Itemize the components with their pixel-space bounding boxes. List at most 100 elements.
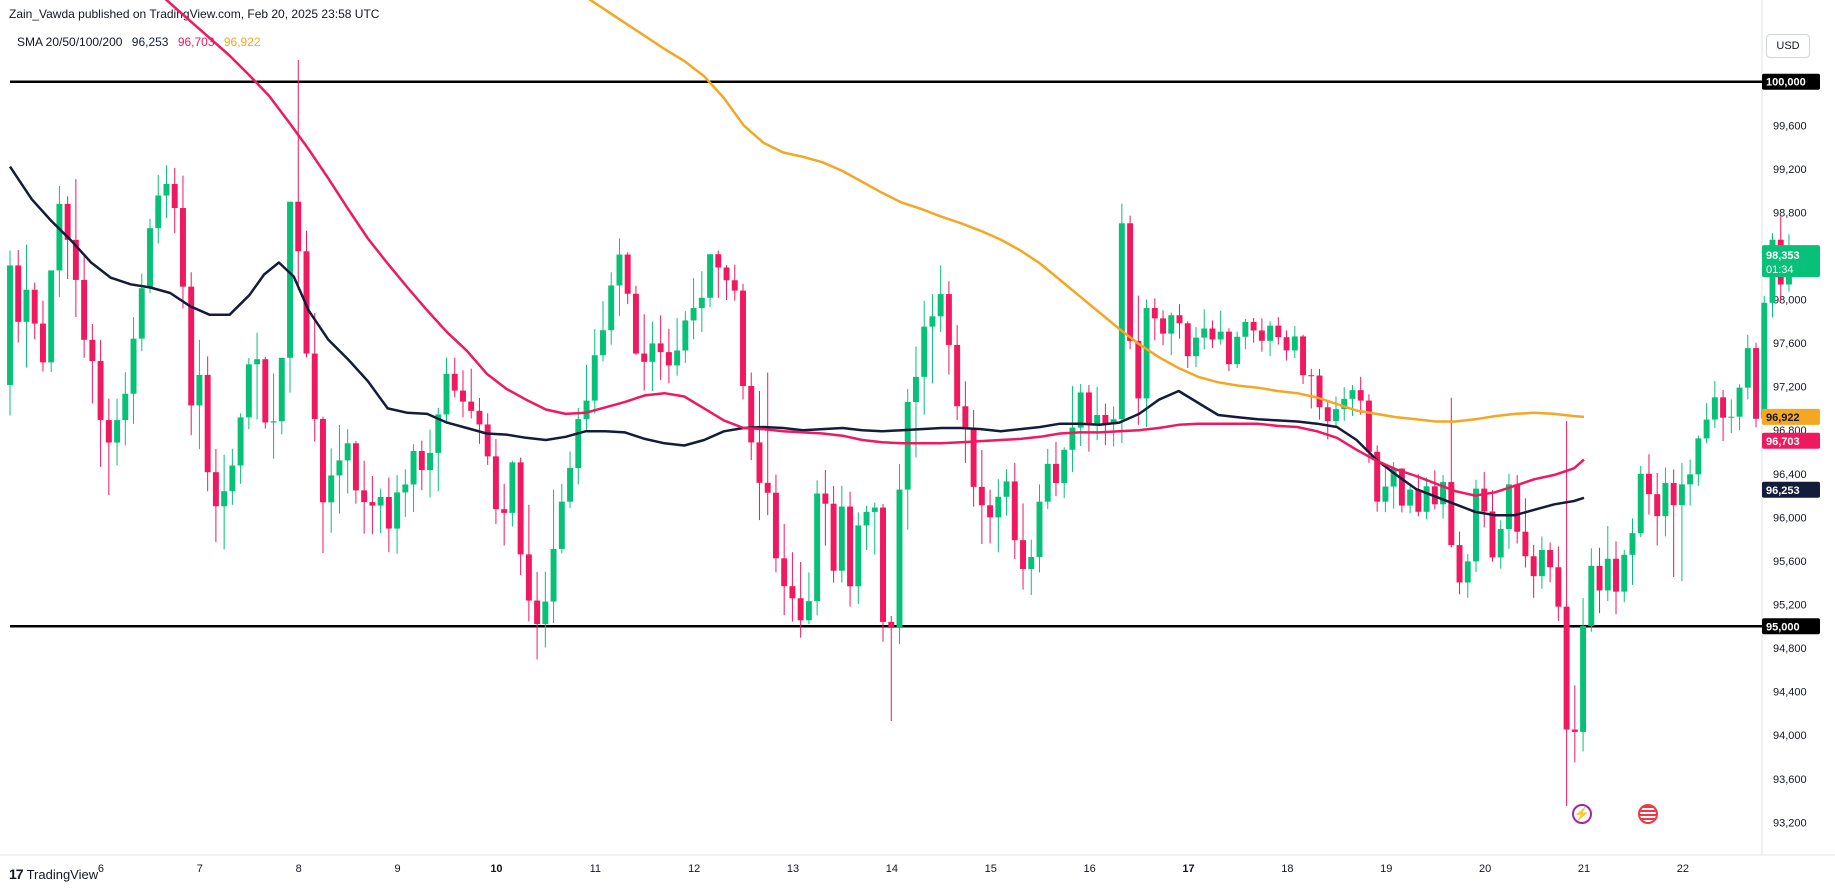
candle (15, 249, 22, 343)
candle (476, 397, 483, 444)
candle (1481, 471, 1488, 528)
candle (402, 469, 409, 517)
y-tick-label: 99,600 (1773, 120, 1807, 132)
candle (1522, 498, 1529, 568)
candle (1687, 459, 1694, 506)
candle (1703, 402, 1710, 444)
candle-body (1654, 494, 1661, 517)
candle (460, 370, 466, 418)
candle-body (1481, 488, 1488, 512)
candle-body (1390, 468, 1397, 487)
candle-body (698, 297, 705, 309)
candle (130, 317, 137, 424)
candle-body (1275, 325, 1282, 338)
candle-body (731, 280, 738, 291)
candle (921, 300, 928, 415)
candle (7, 250, 13, 416)
candle (484, 413, 491, 465)
sma-legend[interactable]: SMA 20/50/100/200 96,253 96,703 96,922 (17, 35, 267, 49)
candle (1193, 327, 1199, 368)
sma100-badge-bg (1762, 432, 1820, 449)
candle (196, 339, 203, 450)
sma-20-line (8, 165, 1585, 517)
x-tick-label: 13 (787, 863, 799, 875)
candle (764, 372, 771, 516)
candle (608, 272, 615, 345)
candle (1563, 420, 1570, 806)
candle (377, 488, 384, 534)
candle-body (1423, 486, 1430, 512)
candle-body (1102, 414, 1109, 425)
candle (904, 389, 911, 530)
candle (435, 407, 442, 492)
candle-body (204, 374, 211, 473)
candle-body (591, 355, 598, 401)
candle (344, 429, 351, 494)
candle-body (303, 251, 310, 354)
us-flag-icon[interactable] (1638, 804, 1658, 824)
candle-body (435, 414, 442, 453)
candle-body (1374, 451, 1381, 502)
candle (1209, 320, 1216, 349)
candle-body (830, 503, 837, 571)
candle-body (1687, 474, 1694, 485)
brand-logo[interactable]: 17 TradingView (9, 866, 98, 882)
candle (1127, 215, 1134, 350)
candle (1217, 310, 1224, 345)
candle (105, 398, 112, 496)
candle-body (978, 486, 985, 506)
candle-body (863, 511, 870, 526)
candle (451, 357, 458, 398)
candle (731, 264, 738, 301)
candle-body (904, 402, 911, 490)
currency-selector[interactable]: USD (1766, 34, 1810, 58)
candle (690, 278, 697, 340)
candle-body (1596, 565, 1603, 591)
candle-body (402, 484, 409, 493)
candle-body (929, 316, 936, 327)
candle-body (781, 558, 788, 587)
candle (1678, 462, 1685, 582)
candle (1621, 550, 1628, 603)
candle (1497, 520, 1504, 569)
candle-body (1637, 473, 1644, 534)
x-tick-label: 22 (1677, 863, 1689, 875)
candle (1333, 396, 1339, 428)
candle (328, 448, 335, 533)
candle-body (1382, 486, 1389, 502)
candle (657, 315, 664, 381)
lightning-icon[interactable]: ⚡ (1572, 804, 1592, 824)
candle (880, 504, 886, 642)
candle (1407, 486, 1414, 514)
candle-body (1300, 336, 1307, 376)
candle (155, 174, 162, 244)
candle (1357, 376, 1364, 415)
candle (945, 281, 952, 375)
candle (1530, 544, 1537, 598)
candle (1061, 447, 1068, 499)
y-tick-label: 99,200 (1773, 164, 1807, 176)
x-tick-label: 19 (1380, 863, 1392, 875)
candle-body (954, 344, 961, 407)
candle (1036, 484, 1043, 573)
candle-body (1440, 482, 1447, 505)
candle-body (196, 374, 203, 406)
candle-body (707, 254, 714, 298)
candle (772, 474, 779, 573)
candle (320, 416, 326, 553)
candle (122, 372, 129, 446)
candle-body (1028, 557, 1035, 569)
candle-body (1333, 409, 1339, 422)
candle (1234, 331, 1241, 369)
candle-body (1193, 337, 1199, 357)
y-tick-label: 94,400 (1773, 687, 1807, 699)
candle (567, 451, 574, 509)
candle-body (1711, 397, 1718, 420)
candle (1118, 203, 1125, 444)
candle (97, 339, 104, 467)
candle-body (1761, 302, 1768, 419)
candle-body (1753, 348, 1759, 419)
candle-body (245, 364, 252, 418)
candle-body (1670, 483, 1677, 506)
